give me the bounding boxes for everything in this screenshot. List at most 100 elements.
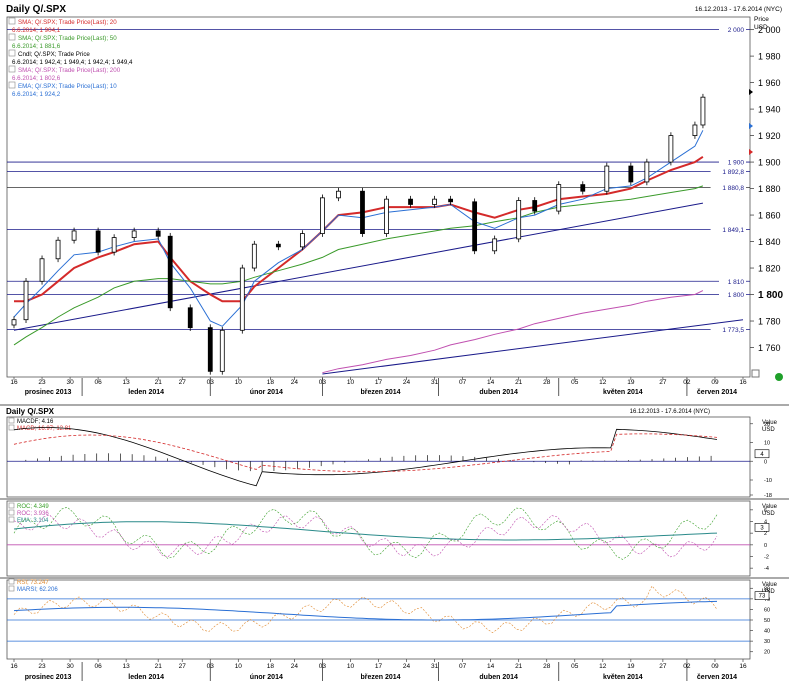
month-label: červen 2014 bbox=[697, 389, 737, 396]
candle bbox=[95, 230, 101, 253]
day-tick-label: 19 bbox=[627, 663, 635, 670]
day-tick-label: 10 bbox=[347, 663, 355, 670]
indicator-tick-label: 2 bbox=[764, 531, 767, 537]
candle bbox=[516, 200, 522, 240]
candle bbox=[556, 184, 562, 212]
price-tick-label: 1 840 bbox=[758, 237, 781, 247]
legend-name: SMA; Q/.SPX; Trade Price(Last); 200 bbox=[18, 67, 121, 74]
day-tick-label: 30 bbox=[66, 663, 74, 670]
candle bbox=[187, 307, 193, 329]
day-tick-label: 10 bbox=[235, 379, 243, 386]
horizontal-line-label: 1 880,8 bbox=[722, 185, 744, 192]
indicator-legend-label: MACD; 16.97; 12.81 bbox=[17, 426, 72, 432]
day-tick-label: 31 bbox=[431, 663, 439, 670]
indicator-tick-label: 4 bbox=[764, 520, 767, 526]
rsi-axis-title: Value bbox=[762, 582, 778, 588]
horizontal-lines: 2 000 1 900 1 892,8 1 880,8 1 849,1 1 810 1 80… bbox=[7, 25, 750, 334]
macd-frame bbox=[6, 416, 751, 498]
horizontal-line-label-bg bbox=[710, 183, 746, 192]
indicator-tick-label: 20 bbox=[764, 422, 770, 428]
price-tick-label: 2 000 bbox=[758, 25, 781, 35]
roc-value-box bbox=[754, 523, 770, 532]
roc-ema-line bbox=[13, 521, 718, 541]
day-tick-label: 12 bbox=[599, 663, 607, 670]
day-tick-label: 21 bbox=[515, 379, 523, 386]
month-label: prosinec 2013 bbox=[25, 389, 72, 396]
indicator-tick-label: -4 bbox=[764, 566, 769, 572]
expand-button[interactable] bbox=[751, 369, 760, 378]
indicator-tick-label: 10 bbox=[764, 441, 770, 447]
day-tick-label: 12 bbox=[599, 379, 607, 386]
price-tick-label: 1 760 bbox=[758, 343, 781, 353]
indicator-legend-swatch bbox=[8, 578, 15, 585]
day-tick-label: 23 bbox=[38, 663, 46, 670]
candle bbox=[251, 243, 257, 269]
macd-value-box bbox=[754, 449, 770, 459]
horizontal-line-label: 1 773,5 bbox=[722, 327, 744, 334]
legend-value: 6.6.2014; 1 924,2 bbox=[12, 91, 61, 98]
day-tick-label: 27 bbox=[659, 379, 667, 386]
legend-swatch bbox=[8, 49, 16, 57]
candle bbox=[628, 165, 634, 183]
day-tick-label: 16 bbox=[10, 379, 18, 386]
price-axis-title: Price bbox=[754, 16, 769, 23]
trendlines bbox=[13, 202, 744, 375]
horizontal-line-label: 2 000 bbox=[728, 27, 745, 34]
horizontal-line-label-bg bbox=[719, 290, 746, 299]
moving-average-lines bbox=[13, 130, 704, 374]
sma20-marker bbox=[749, 149, 753, 155]
horizontal-line-label-bg bbox=[710, 325, 746, 334]
day-tick-label: 27 bbox=[659, 663, 667, 670]
candle bbox=[131, 230, 137, 238]
candle bbox=[219, 329, 225, 372]
month-label: květen 2014 bbox=[603, 674, 643, 681]
roc-frame bbox=[6, 500, 751, 577]
indicator-legend-swatch bbox=[8, 585, 15, 592]
horizontal-line-label-bg bbox=[710, 167, 746, 176]
day-tick-label: 14 bbox=[487, 379, 495, 386]
day-tick-label: 18 bbox=[267, 379, 275, 386]
candle bbox=[668, 135, 674, 163]
candle bbox=[644, 161, 650, 183]
candle bbox=[55, 239, 61, 260]
candlesticks bbox=[11, 93, 706, 375]
candle bbox=[71, 230, 77, 241]
day-tick-label: 05 bbox=[571, 379, 579, 386]
day-tick-label: 16 bbox=[739, 379, 747, 386]
day-tick-label: 30 bbox=[66, 379, 74, 386]
indicator-tick-label: 80 bbox=[764, 586, 770, 592]
rsi-line bbox=[13, 585, 718, 633]
legend-swatch bbox=[8, 33, 16, 41]
price-tick-label: 1 960 bbox=[758, 78, 781, 88]
month-label: leden 2014 bbox=[128, 389, 164, 396]
candle bbox=[299, 233, 305, 248]
time-axis-main: 16 23 30 06 13 21 27 03 10 18 24 03 10 17 24 31 07 14 21 28… bbox=[10, 377, 747, 396]
day-tick-label: 24 bbox=[291, 379, 299, 386]
day-tick-label: 27 bbox=[179, 663, 187, 670]
roc-value-label: 3 bbox=[760, 525, 764, 531]
indicator-tick-label: 20 bbox=[764, 650, 770, 656]
price-tick-label: 1 940 bbox=[758, 105, 781, 115]
candle bbox=[23, 280, 29, 321]
sma-200-line bbox=[322, 290, 704, 374]
indicator-legend-swatch bbox=[8, 424, 15, 431]
day-tick-label: 21 bbox=[155, 663, 163, 670]
legend-name: Cndl; Q/.SPX; Trade Price bbox=[18, 51, 90, 58]
day-tick-label: 21 bbox=[515, 663, 523, 670]
indicator-tick-label: 0 bbox=[764, 459, 767, 465]
price-axis-unit: USD bbox=[754, 24, 768, 31]
candle bbox=[532, 200, 538, 212]
price-tick-label: 1 900 bbox=[758, 158, 781, 168]
marsi-line bbox=[13, 600, 718, 621]
month-label: prosinec 2013 bbox=[25, 674, 72, 681]
day-tick-label: 10 bbox=[235, 663, 243, 670]
day-tick-label: 06 bbox=[94, 379, 102, 386]
date-range: 16.12.2013 - 17.6.2014 (NYC) bbox=[695, 6, 782, 13]
indicator-tick-label: 30 bbox=[764, 639, 770, 645]
day-tick-label: 24 bbox=[403, 379, 411, 386]
macd-axis-title: Value bbox=[762, 420, 778, 426]
candle bbox=[11, 319, 17, 326]
